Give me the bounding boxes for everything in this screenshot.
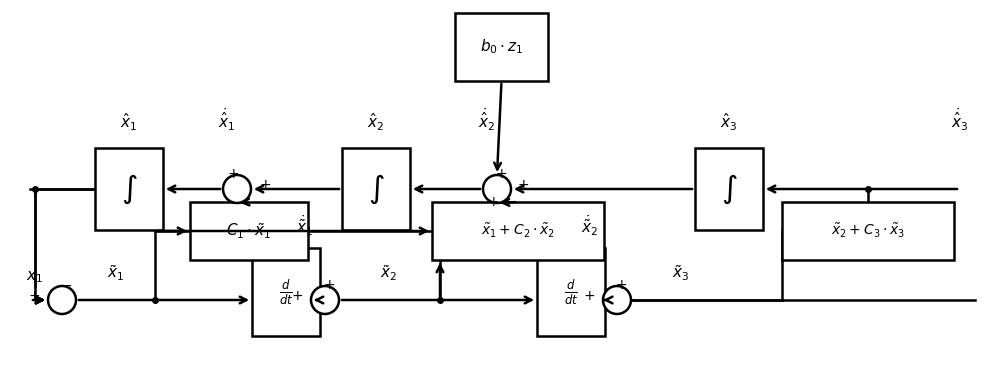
Text: $+$: $+$ xyxy=(259,178,271,192)
Bar xyxy=(782,202,954,260)
Text: $\tilde{x}_2+C_3\cdot\tilde{x}_3$: $\tilde{x}_2+C_3\cdot\tilde{x}_3$ xyxy=(831,222,905,240)
Text: $\hat{x}_2$: $\hat{x}_2$ xyxy=(367,111,385,133)
Text: $-$: $-$ xyxy=(60,278,72,292)
Circle shape xyxy=(483,175,511,203)
Circle shape xyxy=(223,175,251,203)
Text: $\tilde{x}_1+C_2\cdot\tilde{x}_2$: $\tilde{x}_1+C_2\cdot\tilde{x}_2$ xyxy=(481,222,555,240)
Text: $\hat{x}_1$: $\hat{x}_1$ xyxy=(120,111,138,133)
Text: $\dot{\hat{x}}_3$: $\dot{\hat{x}}_3$ xyxy=(951,106,969,133)
Text: $\int$: $\int$ xyxy=(368,172,384,206)
Text: $x_1$: $x_1$ xyxy=(26,269,44,285)
Text: $\int$: $\int$ xyxy=(721,172,737,206)
Text: $\tilde{x}_2$: $\tilde{x}_2$ xyxy=(380,263,398,283)
Text: $\frac{d}{dt}$: $\frac{d}{dt}$ xyxy=(564,278,578,307)
Text: $\tilde{x}_3$: $\tilde{x}_3$ xyxy=(672,263,690,283)
Text: $C_1\cdot\tilde{x}_1$: $C_1\cdot\tilde{x}_1$ xyxy=(226,221,272,241)
Bar xyxy=(95,148,163,230)
Text: $+$: $+$ xyxy=(227,167,239,181)
Text: $\tilde{x}_1$: $\tilde{x}_1$ xyxy=(107,263,125,283)
Text: $+$: $+$ xyxy=(291,289,303,303)
Text: $+$: $+$ xyxy=(487,195,499,209)
Bar xyxy=(537,248,605,336)
Text: $\int$: $\int$ xyxy=(121,172,137,206)
Circle shape xyxy=(603,286,631,314)
Bar xyxy=(432,202,604,260)
Text: $\dot{\hat{x}}_1$: $\dot{\hat{x}}_1$ xyxy=(218,106,236,133)
Text: $+$: $+$ xyxy=(583,289,595,303)
Text: $+$: $+$ xyxy=(615,278,627,292)
Text: $\dot{\hat{x}}_2$: $\dot{\hat{x}}_2$ xyxy=(478,106,496,133)
Text: $+$: $+$ xyxy=(28,289,40,303)
Circle shape xyxy=(311,286,339,314)
Text: $\dot{\tilde{x}}_2$: $\dot{\tilde{x}}_2$ xyxy=(581,213,598,238)
Bar xyxy=(342,148,410,230)
Bar xyxy=(455,13,548,81)
Bar xyxy=(190,202,308,260)
Text: $\dot{\tilde{x}}_1$: $\dot{\tilde{x}}_1$ xyxy=(296,213,313,238)
Text: $b_0\cdot z_1$: $b_0\cdot z_1$ xyxy=(480,38,523,56)
Text: $+$: $+$ xyxy=(517,178,529,192)
Text: $+$: $+$ xyxy=(323,278,335,292)
Text: $\hat{x}_3$: $\hat{x}_3$ xyxy=(720,111,738,133)
Bar xyxy=(695,148,763,230)
Circle shape xyxy=(48,286,76,314)
Text: $\frac{d}{dt}$: $\frac{d}{dt}$ xyxy=(279,278,293,307)
Bar xyxy=(252,248,320,336)
Text: $+$: $+$ xyxy=(495,167,507,181)
